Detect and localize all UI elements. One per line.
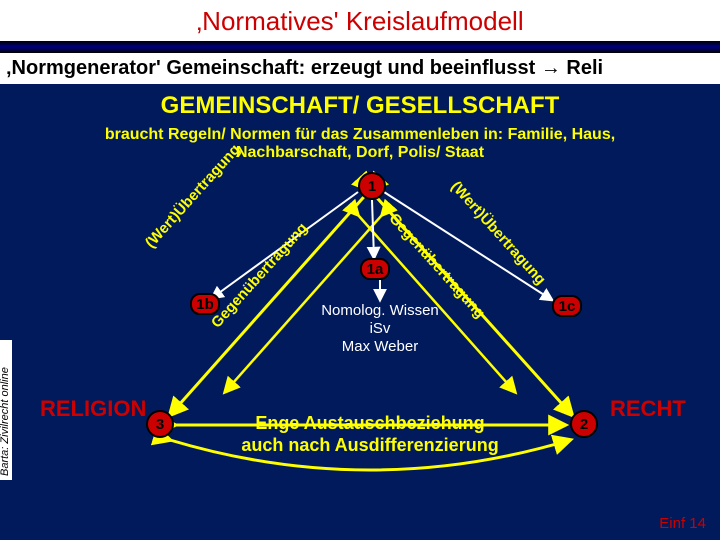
- node-3: 3: [146, 410, 174, 438]
- node-2: 2: [570, 410, 598, 438]
- node-1a: 1a: [360, 258, 390, 280]
- exchange-line2: auch nach Ausdifferenzierung: [220, 435, 520, 456]
- center-line1: Nomolog. Wissen: [300, 302, 460, 319]
- exchange-line1: Enge Austauschbeziehung: [220, 413, 520, 434]
- sidebar-credit: Barta: Zivilrecht online: [0, 340, 12, 480]
- religion-label: RELIGION: [40, 396, 146, 422]
- node-1: 1: [358, 172, 386, 200]
- node-1c: 1c: [552, 295, 582, 317]
- recht-label: RECHT: [610, 396, 686, 422]
- slide-number: Einf 14: [659, 515, 706, 532]
- center-line2: iSv: [300, 320, 460, 337]
- center-line3: Max Weber: [300, 338, 460, 355]
